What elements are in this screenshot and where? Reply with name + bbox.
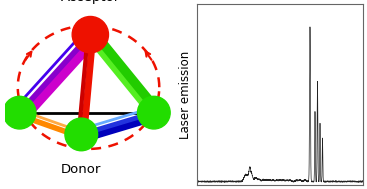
Circle shape — [72, 16, 109, 53]
Circle shape — [3, 96, 36, 129]
Y-axis label: Laser emission: Laser emission — [179, 50, 193, 139]
Circle shape — [65, 118, 98, 151]
Circle shape — [138, 96, 170, 129]
Text: Donor: Donor — [61, 163, 101, 177]
Text: Acceptor: Acceptor — [61, 0, 120, 4]
